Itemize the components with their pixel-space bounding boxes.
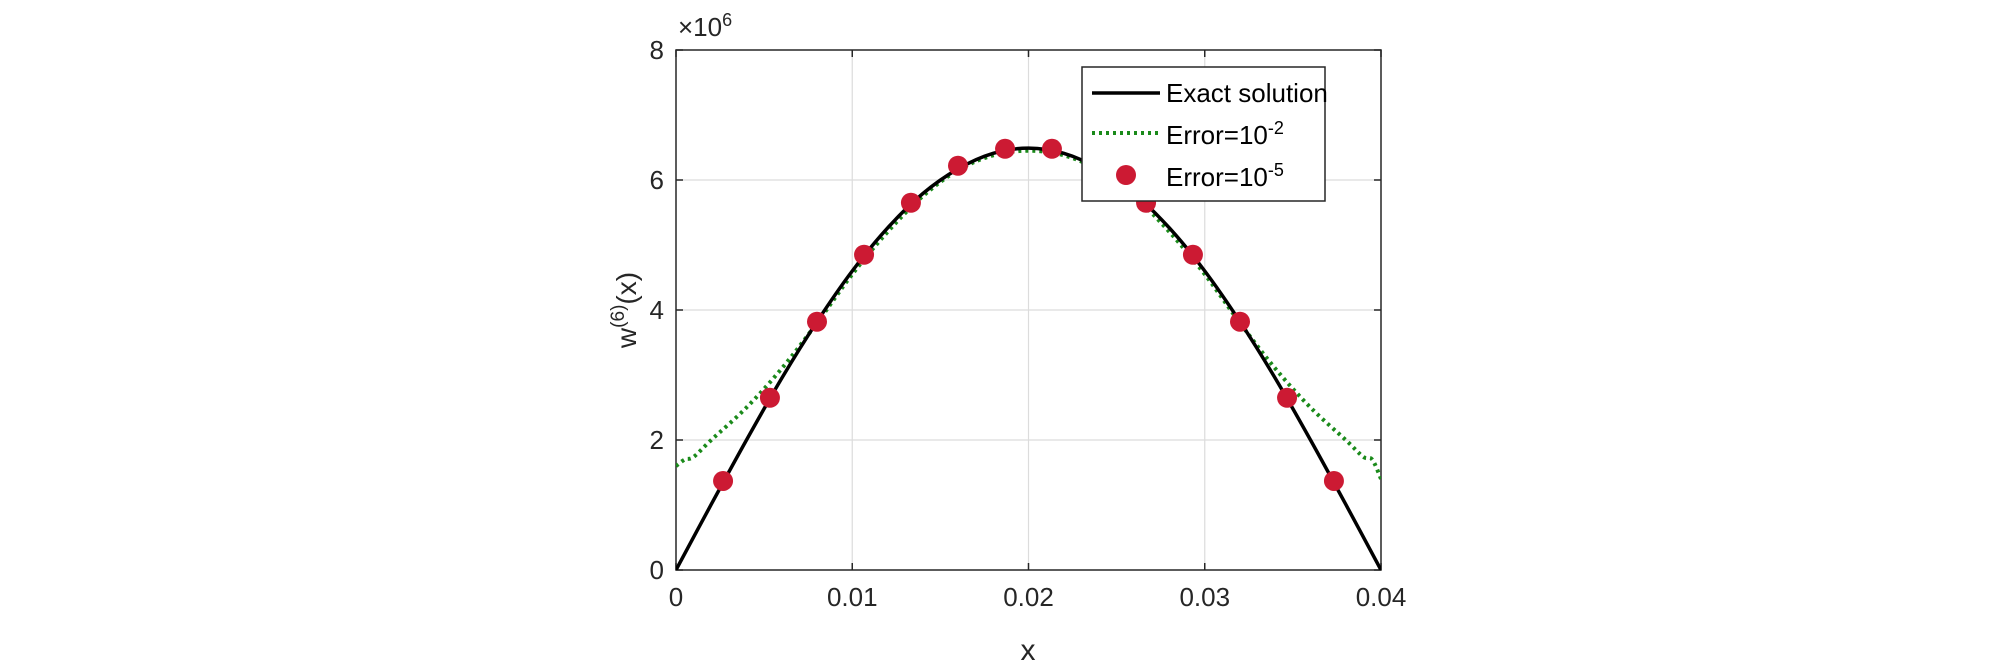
y-tick-label: 6: [650, 165, 664, 195]
series-layer: [676, 146, 1381, 570]
legend: Exact solution Error=10-2 Error=10-5: [1081, 66, 1328, 202]
x-tick-label: 0: [669, 582, 683, 612]
x-tick-label: 0.01: [827, 582, 878, 612]
y-tick-label: 8: [650, 35, 664, 65]
y-tick-labels: 0 2 4 6 8: [650, 35, 664, 585]
markers-layer: [713, 138, 1344, 491]
legend-marker-error-5: [1116, 165, 1136, 185]
series-error-1e-5-point: [1182, 244, 1203, 265]
legend-label-error-2: Error=10-2: [1166, 118, 1284, 150]
series-exact-solution: [676, 146, 1381, 570]
series-error-1e-5-point: [807, 311, 827, 332]
x-tick-labels: 0 0.01 0.02 0.03 0.04: [669, 582, 1407, 612]
x-tick-label: 0.02: [1003, 582, 1054, 612]
y-axis-label: w(6)(x): [608, 272, 642, 349]
series-error-1e-5-point: [995, 138, 1016, 159]
series-error-1e-5-point: [1277, 387, 1298, 408]
series-error-1e-2: [676, 148, 1381, 480]
legend-label-exact: Exact solution: [1166, 78, 1328, 108]
x-tick-label: 0.04: [1356, 582, 1407, 612]
legend-label-error-5: Error=10-5: [1166, 160, 1284, 192]
x-axis-label: x: [1021, 634, 1036, 667]
series-error-1e-5-point: [759, 387, 780, 408]
series-error-1e-5-point: [854, 244, 875, 265]
y-tick-label: 0: [650, 555, 664, 585]
y-tick-label: 2: [650, 425, 664, 455]
y-multiplier: ×106: [678, 10, 732, 42]
series-error-1e-5-point: [1041, 138, 1062, 159]
series-error-1e-5-point: [948, 155, 968, 176]
series-error-1e-5-point: [713, 470, 734, 491]
series-error-1e-5-point: [1230, 311, 1250, 332]
x-tick-label: 0.03: [1179, 582, 1230, 612]
series-error-1e-5-point: [900, 192, 921, 213]
y-tick-label: 4: [650, 295, 664, 325]
series-error-1e-5-point: [1323, 470, 1344, 491]
